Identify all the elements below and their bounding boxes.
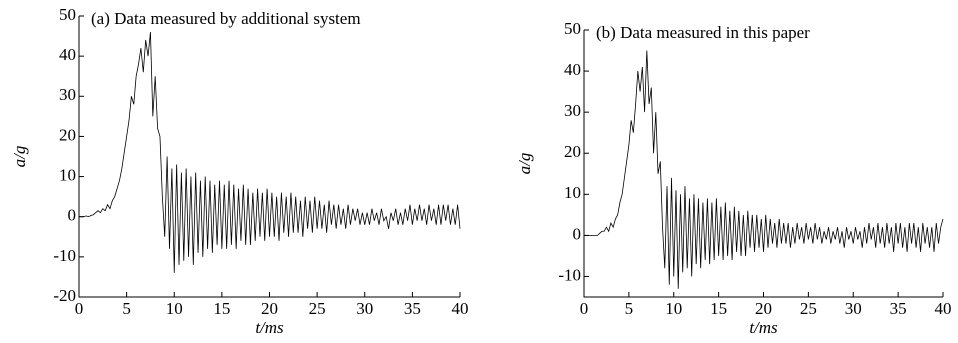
y-tick-label: 0 — [573, 224, 582, 243]
y-axis-label: a/g — [515, 153, 534, 175]
chart-title: (b) Data measured in this paper — [596, 23, 810, 42]
y-tick-label: 40 — [564, 60, 581, 79]
x-tick-label: 0 — [75, 299, 84, 318]
y-tick-label: 10 — [59, 165, 76, 184]
y-tick-label: 20 — [564, 142, 581, 161]
x-tick-label: 15 — [710, 299, 727, 318]
y-tick-label: 40 — [59, 45, 76, 64]
y-tick-label: -20 — [53, 286, 76, 305]
x-tick-label: 5 — [122, 299, 131, 318]
x-tick-label: 25 — [800, 299, 817, 318]
y-tick-label: -10 — [558, 265, 581, 284]
y-tick-label: 30 — [59, 85, 76, 104]
x-tick-label: 30 — [845, 299, 862, 318]
signal-line — [584, 50, 944, 289]
y-tick-label: 20 — [59, 125, 76, 144]
y-tick-label: 10 — [564, 183, 581, 202]
y-axis-label: a/g — [10, 146, 29, 168]
x-axis-label: t/ms — [255, 318, 284, 337]
x-tick-label: 35 — [890, 299, 907, 318]
x-tick-label: 40 — [935, 299, 952, 318]
x-tick-label: 20 — [755, 299, 772, 318]
y-tick-label: -10 — [53, 246, 76, 265]
x-tick-label: 15 — [213, 299, 230, 318]
y-tick-label: 50 — [564, 19, 581, 38]
x-tick-label: 30 — [356, 299, 373, 318]
x-axis-label: t/ms — [749, 318, 778, 337]
x-tick-label: 20 — [261, 299, 278, 318]
y-tick-label: 50 — [59, 5, 76, 24]
x-tick-label: 25 — [309, 299, 326, 318]
y-tick-label: 30 — [564, 101, 581, 120]
x-tick-label: 40 — [452, 299, 469, 318]
signal-line — [79, 32, 461, 273]
x-tick-label: 10 — [166, 299, 183, 318]
x-tick-label: 10 — [665, 299, 682, 318]
axes — [583, 30, 943, 298]
x-tick-label: 0 — [580, 299, 589, 318]
x-tick-label: 35 — [404, 299, 421, 318]
axes — [78, 16, 460, 298]
x-tick-label: 5 — [625, 299, 634, 318]
chart-title: (a) Data measured by additional system — [91, 9, 361, 28]
y-tick-label: 0 — [68, 206, 77, 225]
